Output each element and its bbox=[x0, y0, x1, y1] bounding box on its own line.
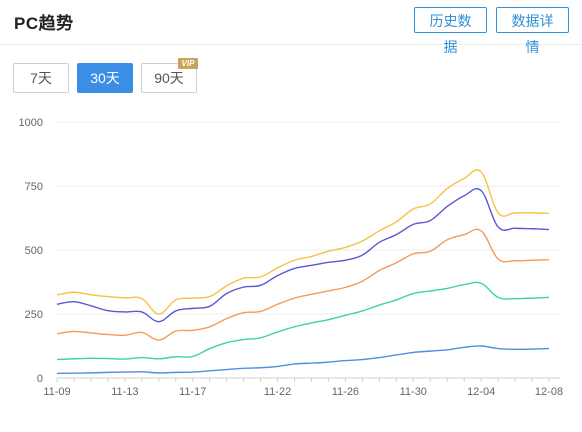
series-line-3 bbox=[56, 228, 550, 341]
vip-badge: VIP bbox=[178, 58, 198, 69]
grid-layer bbox=[57, 121, 560, 315]
y-tick-label: 500 bbox=[25, 245, 43, 257]
range-30-days-button[interactable]: 30天 bbox=[77, 63, 133, 93]
axis-layer: 0 250 500 750 1000 11-09 11-13 11-17 11-22 11-26 1… bbox=[19, 117, 564, 398]
pc-trend-chart: 0 250 500 750 1000 11-09 11-13 11-17 11-22 11-26 1… bbox=[19, 117, 564, 398]
page-title: PC趋势 bbox=[14, 14, 74, 33]
range-7-days-button[interactable]: 7天 bbox=[13, 63, 69, 93]
y-tick-label: 1000 bbox=[19, 117, 43, 129]
data-detail-button[interactable]: 数据详情 bbox=[496, 7, 569, 55]
y-tick-label: 0 bbox=[37, 373, 43, 385]
series-line-4 bbox=[56, 281, 550, 361]
x-tick-label: 11-30 bbox=[400, 386, 427, 398]
series-line-2 bbox=[56, 187, 550, 323]
x-tick-label: 12-08 bbox=[535, 386, 563, 398]
y-tick-label: 250 bbox=[25, 309, 43, 321]
x-tick-label: 11-17 bbox=[179, 386, 206, 398]
series-line-1 bbox=[56, 169, 550, 315]
series-layer bbox=[56, 169, 550, 375]
x-tick-label: 11-26 bbox=[332, 386, 359, 398]
y-tick-label: 750 bbox=[25, 181, 43, 193]
series-line-5 bbox=[56, 345, 550, 375]
history-data-button[interactable]: 历史数据 bbox=[414, 7, 487, 55]
x-tick-label: 12-04 bbox=[467, 386, 495, 398]
x-tick-label: 11-22 bbox=[264, 386, 291, 398]
x-tick-label: 11-13 bbox=[111, 386, 138, 398]
header-bar: PC趋势 历史数据 数据详情 bbox=[0, 0, 582, 55]
x-tick-label: 11-09 bbox=[43, 386, 70, 398]
